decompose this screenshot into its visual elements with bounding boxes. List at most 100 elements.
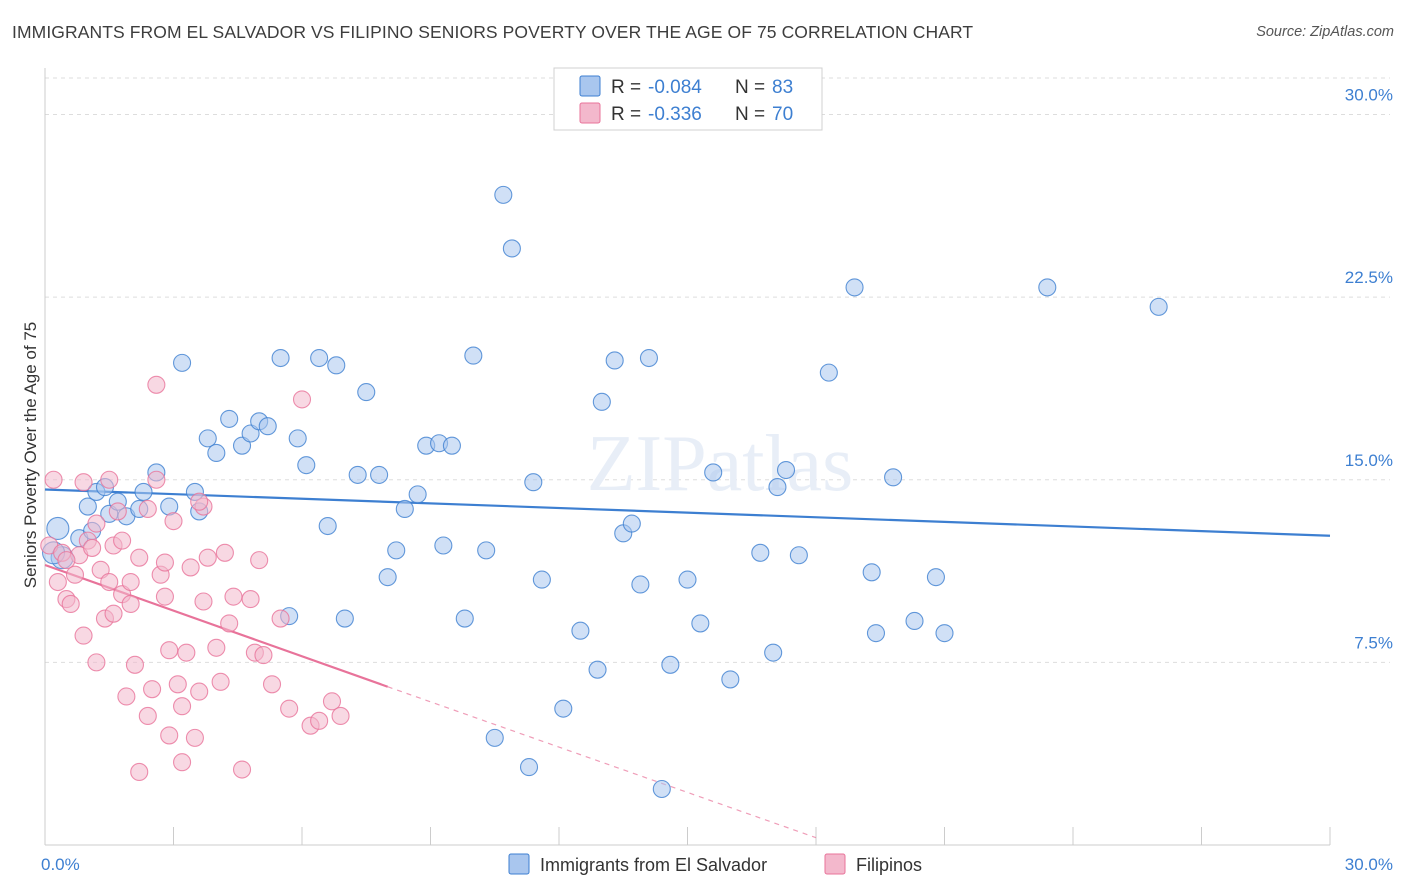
point-filipinos xyxy=(138,706,157,725)
point-filipinos xyxy=(160,726,179,745)
point-el-salvador xyxy=(455,609,474,628)
point-filipinos xyxy=(211,672,230,691)
point-filipinos xyxy=(220,614,239,633)
legend-n-label-2: N = xyxy=(735,104,765,125)
point-filipinos xyxy=(155,587,174,606)
bottom-legend: Immigrants from El Salvador Filipinos xyxy=(508,853,922,875)
point-el-salvador xyxy=(297,456,316,475)
point-filipinos xyxy=(104,604,123,623)
point-el-salvador xyxy=(884,468,903,487)
y-axis-label: Seniors Poverty Over the Age of 75 xyxy=(21,322,40,588)
point-filipinos xyxy=(262,675,282,694)
chart-title: IMMIGRANTS FROM EL SALVADOR VS FILIPINO … xyxy=(12,22,974,42)
point-filipinos xyxy=(194,592,213,611)
point-el-salvador xyxy=(502,239,521,258)
bottom-legend-label-1: Immigrants from El Salvador xyxy=(540,855,767,875)
point-filipinos xyxy=(121,572,140,592)
point-filipinos xyxy=(125,655,144,674)
point-el-salvador xyxy=(370,465,389,484)
point-el-salvador xyxy=(1038,278,1057,297)
point-el-salvador xyxy=(519,758,539,777)
point-el-salvador xyxy=(652,779,671,799)
point-el-salvador xyxy=(661,655,680,674)
point-filipinos xyxy=(61,594,80,613)
x-tick-label: 0.0% xyxy=(41,855,80,874)
bottom-legend-swatch-pink xyxy=(824,853,846,875)
source-label: Source: ZipAtlas.com xyxy=(1256,24,1394,40)
point-el-salvador xyxy=(207,443,226,463)
y-tick-label: 30.0% xyxy=(1345,86,1393,105)
point-filipinos xyxy=(100,572,119,592)
point-el-salvador xyxy=(46,516,70,541)
legend-r-label-2: R = xyxy=(611,104,641,125)
trend-lines xyxy=(44,488,1331,839)
point-el-salvador xyxy=(605,351,624,370)
point-el-salvador xyxy=(524,473,543,492)
point-filipinos xyxy=(87,653,106,672)
point-el-salvador xyxy=(776,460,796,480)
point-filipinos xyxy=(271,609,290,628)
point-filipinos xyxy=(331,706,350,725)
point-filipinos xyxy=(241,590,260,609)
point-filipinos xyxy=(160,641,179,660)
point-el-salvador xyxy=(134,482,153,501)
point-el-salvador xyxy=(408,485,427,504)
point-filipinos xyxy=(207,638,226,657)
point-el-salvador xyxy=(494,185,513,204)
point-filipinos xyxy=(48,572,67,592)
point-el-salvador xyxy=(198,429,217,448)
point-el-salvador xyxy=(442,436,461,455)
point-el-salvador xyxy=(905,611,924,631)
point-el-salvador xyxy=(288,429,307,448)
point-filipinos xyxy=(65,565,85,584)
trend-line-el-salvador xyxy=(44,488,1331,537)
point-filipinos xyxy=(155,553,174,572)
trend-line-filipinos-extension xyxy=(387,686,817,839)
point-el-salvador xyxy=(764,643,783,662)
point-filipinos xyxy=(190,682,209,701)
y-tick-labels: 7.5% 15.0% 22.5% 30.0% xyxy=(1345,86,1393,653)
point-filipinos xyxy=(292,390,312,409)
point-filipinos xyxy=(44,470,63,489)
point-el-salvador xyxy=(862,563,881,582)
point-filipinos xyxy=(185,728,204,747)
point-el-salvador xyxy=(318,516,337,536)
point-filipinos xyxy=(130,762,149,782)
point-filipinos xyxy=(138,499,157,519)
y-tick-label: 22.5% xyxy=(1345,268,1393,287)
point-filipinos xyxy=(232,760,252,779)
point-filipinos xyxy=(83,538,102,557)
point-filipinos xyxy=(108,502,127,521)
x-tick-labels: 0.0% 30.0% xyxy=(41,855,1393,874)
point-el-salvador xyxy=(1149,297,1168,316)
point-el-salvador xyxy=(485,728,504,747)
x-tick-label: 30.0% xyxy=(1345,855,1393,874)
data-points xyxy=(40,185,1168,799)
point-el-salvador xyxy=(571,621,590,640)
point-el-salvador xyxy=(348,465,367,484)
point-el-salvador xyxy=(220,409,239,428)
legend-n-value-1: 83 xyxy=(772,77,793,98)
point-filipinos xyxy=(164,512,183,531)
point-el-salvador xyxy=(768,478,787,497)
point-el-salvador xyxy=(532,570,551,589)
point-el-salvador xyxy=(622,514,641,533)
legend: R = -0.084 N = 83 R = -0.336 N = 70 xyxy=(553,67,823,131)
point-el-salvador xyxy=(819,363,838,382)
point-filipinos xyxy=(322,692,342,711)
point-el-salvador xyxy=(926,568,945,587)
point-el-salvador xyxy=(464,346,483,365)
point-el-salvador xyxy=(357,383,376,402)
point-el-salvador xyxy=(395,499,414,519)
point-el-salvador xyxy=(631,575,650,594)
point-filipinos xyxy=(215,543,234,562)
point-filipinos xyxy=(177,643,196,662)
point-el-salvador xyxy=(335,609,354,628)
point-el-salvador xyxy=(78,497,97,516)
point-filipinos xyxy=(280,699,299,718)
legend-n-label-1: N = xyxy=(735,77,765,98)
point-el-salvador xyxy=(271,348,290,368)
point-el-salvador xyxy=(691,614,710,633)
y-tick-label: 7.5% xyxy=(1354,633,1393,652)
